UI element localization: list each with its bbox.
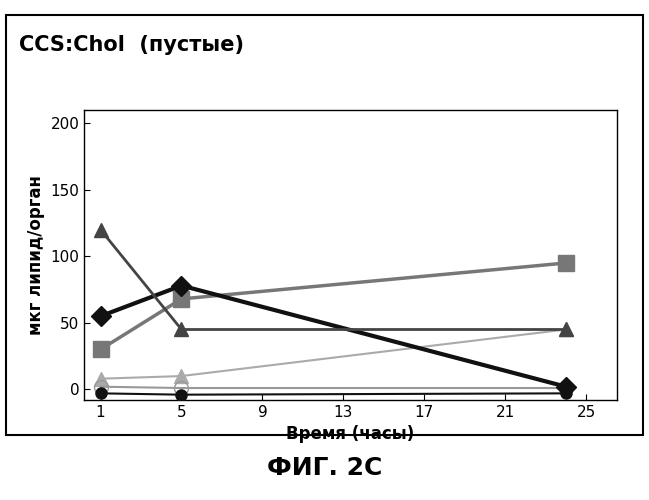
Text: ФИГ. 2С: ФИГ. 2С bbox=[267, 456, 382, 480]
X-axis label: Время (часы): Время (часы) bbox=[286, 426, 415, 444]
Text: CCS:Chol  (пустые): CCS:Chol (пустые) bbox=[19, 35, 245, 55]
Y-axis label: мкг липид/орган: мкг липид/орган bbox=[27, 175, 45, 335]
